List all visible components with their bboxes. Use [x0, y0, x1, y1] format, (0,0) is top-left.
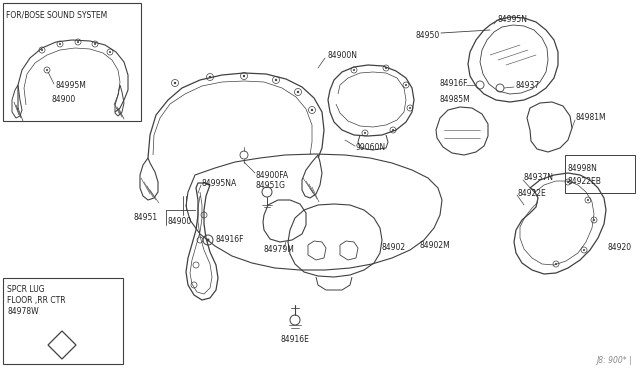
Text: 84916F: 84916F: [440, 78, 468, 87]
Text: 84900: 84900: [168, 218, 192, 227]
Circle shape: [364, 132, 366, 134]
Circle shape: [567, 181, 569, 183]
Circle shape: [207, 238, 209, 241]
Circle shape: [109, 51, 111, 53]
Circle shape: [392, 129, 394, 131]
Bar: [3, 278, 123, 364]
Text: 84922EB: 84922EB: [568, 177, 602, 186]
Text: 84995M: 84995M: [55, 81, 86, 90]
Circle shape: [593, 219, 595, 221]
Text: 84902: 84902: [382, 244, 406, 253]
Text: J8: 900* |: J8: 900* |: [596, 356, 632, 365]
Text: 99060N: 99060N: [356, 144, 386, 153]
Text: 84900N: 84900N: [327, 51, 357, 60]
Circle shape: [174, 82, 176, 84]
Text: 84950: 84950: [416, 31, 440, 39]
Circle shape: [587, 199, 589, 201]
Text: 84916F: 84916F: [215, 235, 243, 244]
Bar: [3, 3, 141, 121]
Text: 84916E: 84916E: [280, 336, 309, 344]
Circle shape: [77, 41, 79, 43]
Text: 84920: 84920: [608, 244, 632, 253]
Circle shape: [297, 91, 300, 93]
Circle shape: [405, 84, 407, 86]
Circle shape: [385, 67, 387, 69]
Text: FLOOR ,RR CTR: FLOOR ,RR CTR: [7, 296, 66, 305]
Text: 84951: 84951: [133, 214, 157, 222]
Text: 84995NA: 84995NA: [202, 179, 237, 187]
Circle shape: [409, 107, 411, 109]
Circle shape: [94, 43, 96, 45]
Text: 84981M: 84981M: [576, 113, 607, 122]
Text: 84995N: 84995N: [498, 16, 528, 25]
Circle shape: [275, 79, 277, 81]
Circle shape: [59, 43, 61, 45]
Bar: [565, 155, 635, 193]
Circle shape: [311, 109, 313, 111]
Circle shape: [243, 75, 245, 77]
Text: 84900FA: 84900FA: [256, 170, 289, 180]
Circle shape: [555, 263, 557, 265]
Circle shape: [41, 49, 43, 51]
Text: 84937: 84937: [515, 80, 540, 90]
Text: FOR/BOSE SOUND SYSTEM: FOR/BOSE SOUND SYSTEM: [6, 10, 108, 19]
Text: 84979M: 84979M: [264, 246, 295, 254]
Text: 84937N: 84937N: [524, 173, 554, 183]
Text: 84985M: 84985M: [440, 96, 471, 105]
Text: 84922E: 84922E: [518, 189, 547, 198]
Circle shape: [209, 76, 211, 78]
Circle shape: [583, 249, 585, 251]
Circle shape: [46, 69, 48, 71]
Circle shape: [353, 69, 355, 71]
Text: SPCR LUG: SPCR LUG: [7, 285, 45, 294]
Text: 84902M: 84902M: [420, 241, 451, 250]
Text: 84900: 84900: [52, 96, 76, 105]
Text: 84998N: 84998N: [568, 164, 598, 173]
Text: 84978W: 84978W: [7, 307, 38, 316]
Text: 84951G: 84951G: [256, 182, 286, 190]
